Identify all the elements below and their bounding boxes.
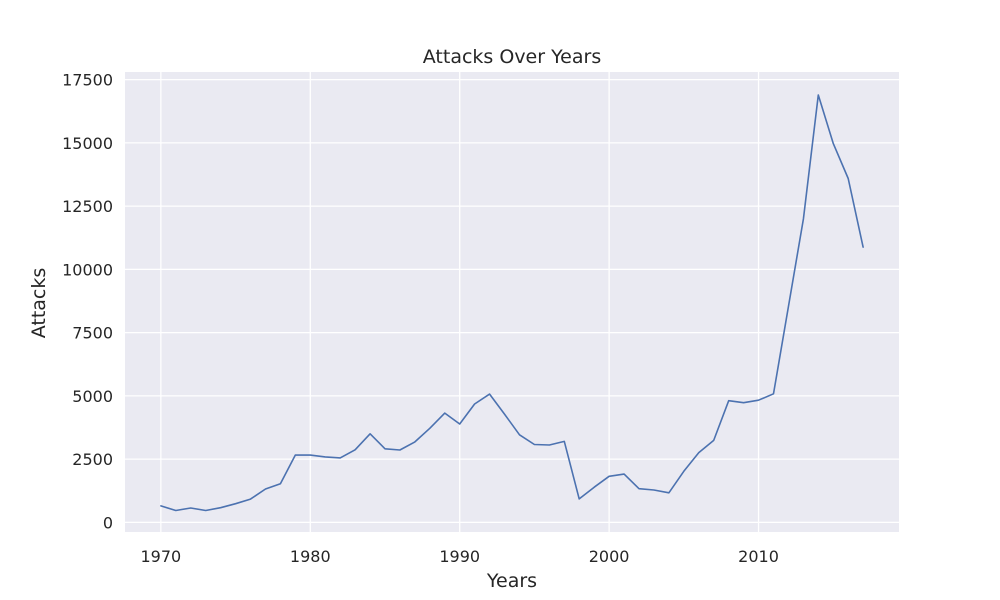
x-tick-label: 1970 [141,547,182,566]
y-tick-label: 5000 [72,387,113,406]
y-axis-label: Attacks [28,268,50,339]
chart-title: Attacks Over Years [423,46,601,68]
x-tick-label: 1990 [439,547,480,566]
y-tick-label: 7500 [72,324,113,343]
x-gridlines [160,72,760,532]
series-line-attacks [160,94,864,512]
plot-area [125,72,899,532]
x-axis-label: Years [486,570,537,592]
y-axis-ticks: 0 2500 5000 7500 10000 12500 15000 17500 [62,71,113,533]
y-tick-label: 12500 [62,197,113,216]
x-axis-ticks: 1970 1980 1990 2000 2010 [141,547,779,566]
y-tick-label: 10000 [62,260,113,279]
y-tick-label: 2500 [72,450,113,469]
x-tick-label: 2000 [589,547,630,566]
y-tick-label: 15000 [62,134,113,153]
y-tick-label: 17500 [62,71,113,90]
y-gridlines [125,78,899,524]
y-tick-label: 0 [103,513,113,532]
x-tick-label: 1980 [290,547,331,566]
x-tick-label: 2010 [738,547,779,566]
